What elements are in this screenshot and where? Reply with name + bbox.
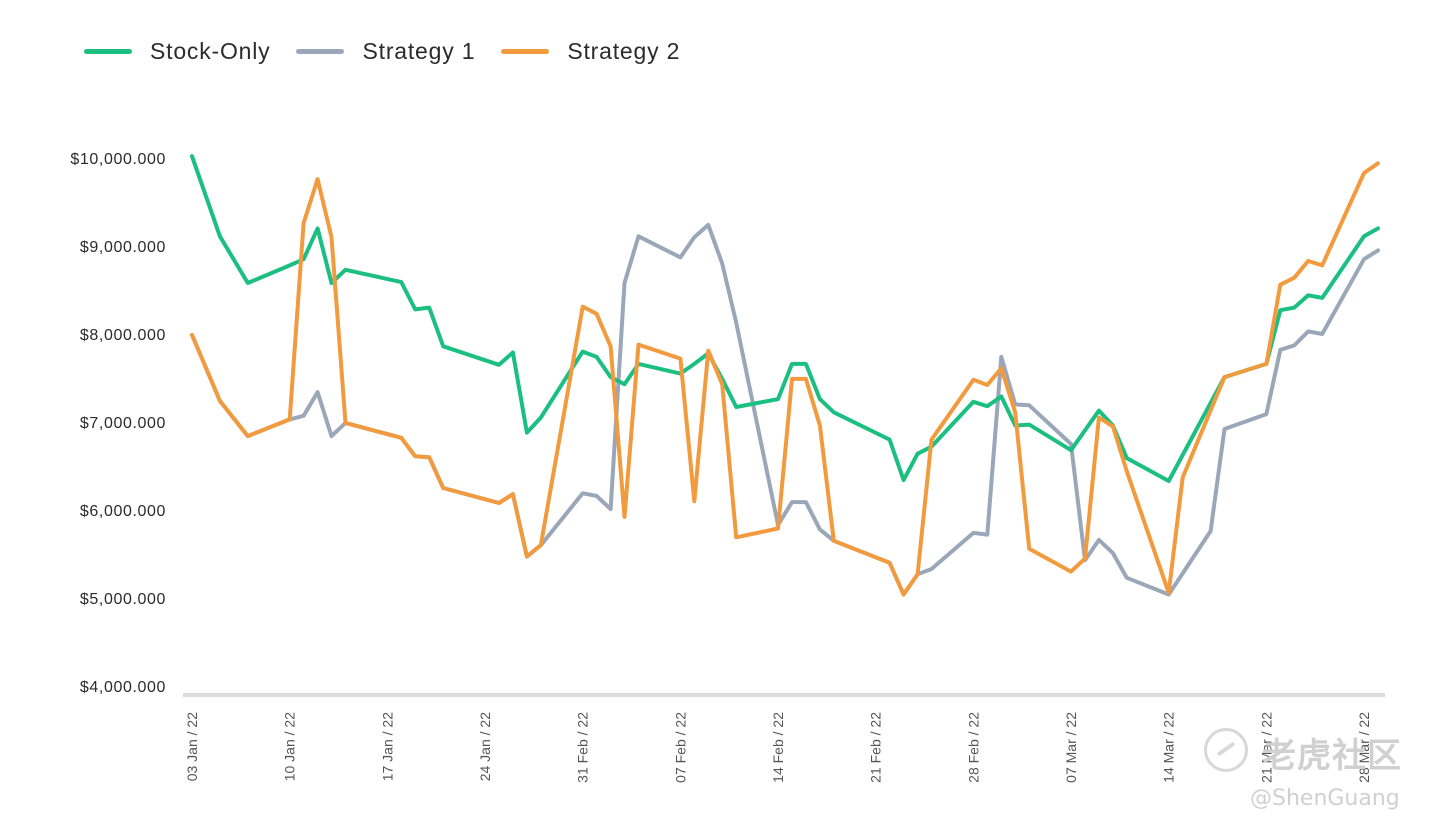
x-tick-label: 07 Feb / 22 xyxy=(672,712,688,783)
y-tick-label: $8,000.000 xyxy=(80,327,166,344)
y-tick-label: $9,000.000 xyxy=(80,239,166,256)
x-tick-label: 14 Feb / 22 xyxy=(770,712,786,783)
x-tick-label: 28 Feb / 22 xyxy=(965,712,981,783)
series-line-stock-only[interactable] xyxy=(190,154,1380,483)
legend-swatch-strategy-1 xyxy=(296,49,345,54)
y-tick-label: $7,000.000 xyxy=(80,415,166,432)
legend-item-strategy-1[interactable]: Strategy 1 xyxy=(296,38,475,65)
x-tick-label: 10 Jan / 22 xyxy=(282,712,298,781)
watermark-brand: 老虎社区 xyxy=(1262,736,1402,776)
x-tick-label: 28 Mar / 22 xyxy=(1356,712,1372,783)
y-tick-label: $10,000.000 xyxy=(70,151,166,168)
legend: Stock-Only Strategy 1 Strategy 2 xyxy=(84,38,706,65)
watermark-logo-icon xyxy=(1204,728,1248,772)
legend-label-stock-only: Stock-Only xyxy=(150,38,271,64)
series-line-strategy-1[interactable] xyxy=(190,222,1380,597)
x-tick-label: 21 Mar / 22 xyxy=(1258,712,1274,783)
x-tick-label: 07 Mar / 22 xyxy=(1063,712,1079,783)
watermark-user: @ShenGuang xyxy=(1250,786,1400,811)
y-tick-label: $5,000.000 xyxy=(80,591,166,608)
series-line-strategy-2[interactable] xyxy=(190,161,1380,597)
legend-swatch-strategy-2 xyxy=(501,49,550,54)
legend-label-strategy-2: Strategy 2 xyxy=(567,38,681,64)
x-tick-label: 24 Jan / 22 xyxy=(477,712,493,781)
legend-swatch-stock-only xyxy=(84,49,132,54)
x-tick-label: 31 Feb / 22 xyxy=(575,712,591,783)
legend-label-strategy-1: Strategy 1 xyxy=(362,38,476,64)
y-tick-label: $4,000.000 xyxy=(80,679,166,696)
x-tick-label: 21 Feb / 22 xyxy=(868,712,884,783)
legend-item-stock-only[interactable]: Stock-Only xyxy=(84,38,270,65)
x-tick-label: 03 Jan / 22 xyxy=(184,712,200,781)
x-tick-label: 17 Jan / 22 xyxy=(379,712,395,781)
x-tick-label: 14 Mar / 22 xyxy=(1161,712,1177,783)
legend-item-strategy-2[interactable]: Strategy 2 xyxy=(501,38,680,65)
y-tick-label: $6,000.000 xyxy=(80,503,166,520)
